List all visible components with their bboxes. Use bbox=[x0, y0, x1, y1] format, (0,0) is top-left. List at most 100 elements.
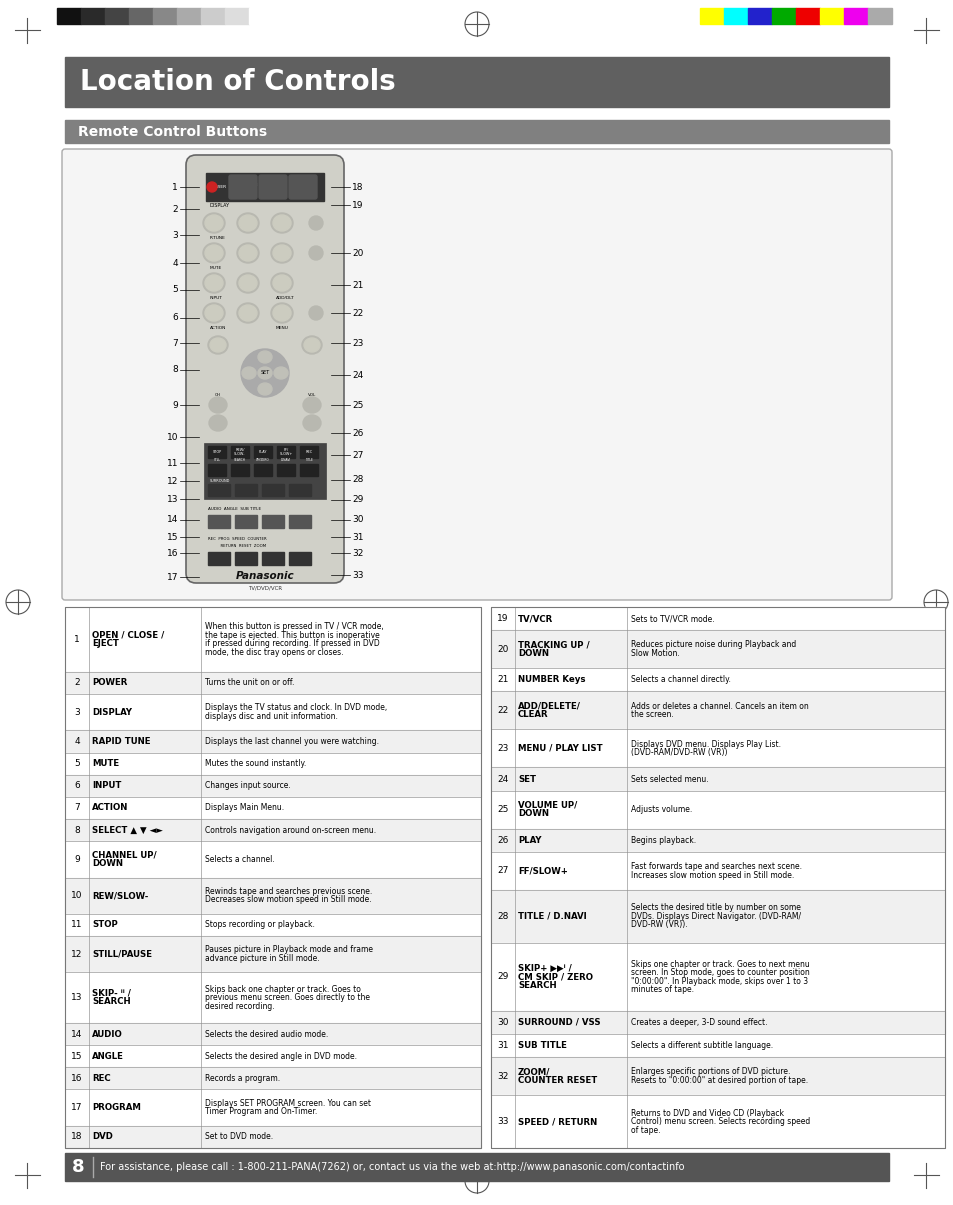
Text: 10: 10 bbox=[71, 892, 83, 900]
Ellipse shape bbox=[302, 336, 322, 354]
Text: REW/SLOW-: REW/SLOW- bbox=[91, 892, 149, 900]
Text: 33: 33 bbox=[497, 1117, 508, 1125]
Text: DVD-RW (VR)).: DVD-RW (VR)). bbox=[630, 921, 687, 929]
Text: SEARCH: SEARCH bbox=[91, 998, 131, 1006]
Text: SET: SET bbox=[260, 370, 270, 376]
Text: AUDIO  ANGLE  SUB TITLE: AUDIO ANGLE SUB TITLE bbox=[208, 507, 261, 511]
Text: Decreases slow motion speed in Still mode.: Decreases slow motion speed in Still mod… bbox=[205, 895, 372, 905]
Bar bbox=[491, 852, 944, 890]
Text: Displays SET PROGRAM screen. You can set: Displays SET PROGRAM screen. You can set bbox=[205, 1099, 371, 1107]
Ellipse shape bbox=[257, 368, 272, 380]
Text: Location of Controls: Location of Controls bbox=[80, 67, 395, 96]
Text: Set to DVD mode.: Set to DVD mode. bbox=[205, 1133, 273, 1141]
Bar bbox=[491, 729, 944, 768]
Bar bbox=[771, 8, 795, 24]
Bar bbox=[262, 484, 284, 496]
Text: Selects a channel.: Selects a channel. bbox=[205, 854, 274, 864]
Text: Displays Main Menu.: Displays Main Menu. bbox=[205, 804, 284, 812]
Text: 18: 18 bbox=[71, 1133, 83, 1141]
Text: MUTE: MUTE bbox=[210, 266, 222, 270]
Text: Rewinds tape and searches previous scene.: Rewinds tape and searches previous scene… bbox=[205, 887, 372, 897]
Ellipse shape bbox=[239, 275, 256, 290]
Bar bbox=[700, 8, 723, 24]
Text: the tape is ejected. This button is inoperative: the tape is ejected. This button is inop… bbox=[205, 630, 379, 640]
Text: PLAY: PLAY bbox=[258, 449, 267, 454]
Text: CM SKIP / ZERO: CM SKIP / ZERO bbox=[517, 972, 593, 981]
Text: TV/VCR: TV/VCR bbox=[517, 615, 553, 623]
Bar bbox=[57, 8, 81, 24]
Text: 10: 10 bbox=[167, 433, 178, 441]
Text: CM/ZERO: CM/ZERO bbox=[256, 458, 270, 462]
Text: MUTE: MUTE bbox=[91, 759, 119, 768]
Ellipse shape bbox=[271, 213, 293, 233]
Text: 21: 21 bbox=[497, 675, 508, 684]
Text: DVD: DVD bbox=[306, 186, 315, 189]
Text: 20: 20 bbox=[352, 248, 363, 258]
Text: 31: 31 bbox=[497, 1041, 508, 1050]
Text: 28: 28 bbox=[352, 476, 363, 484]
Bar bbox=[843, 8, 867, 24]
Text: SEARCH: SEARCH bbox=[517, 981, 556, 989]
Bar bbox=[65, 819, 480, 841]
Bar bbox=[129, 8, 152, 24]
Bar bbox=[65, 841, 480, 877]
Bar bbox=[65, 694, 480, 730]
Text: Displays the TV status and clock. In DVD mode,: Displays the TV status and clock. In DVD… bbox=[205, 704, 387, 712]
Ellipse shape bbox=[236, 213, 258, 233]
Bar bbox=[201, 8, 225, 24]
Text: Selects a different subtitle language.: Selects a different subtitle language. bbox=[630, 1041, 772, 1050]
Text: 20: 20 bbox=[497, 645, 508, 653]
Text: Changes input source.: Changes input source. bbox=[205, 781, 291, 790]
Text: ZOOM/: ZOOM/ bbox=[517, 1068, 550, 1076]
Text: TV/VCR: TV/VCR bbox=[271, 186, 287, 189]
Bar bbox=[491, 630, 944, 669]
Ellipse shape bbox=[303, 415, 320, 431]
Bar bbox=[491, 607, 944, 630]
Bar bbox=[276, 464, 294, 476]
Bar bbox=[65, 753, 480, 775]
Text: EJECT: EJECT bbox=[91, 639, 119, 648]
Text: displays disc and unit information.: displays disc and unit information. bbox=[205, 712, 337, 721]
Ellipse shape bbox=[205, 275, 223, 290]
FancyBboxPatch shape bbox=[289, 175, 316, 199]
Text: 14: 14 bbox=[71, 1029, 83, 1039]
Bar bbox=[820, 8, 843, 24]
FancyBboxPatch shape bbox=[186, 155, 344, 583]
Text: 4: 4 bbox=[172, 259, 178, 268]
Text: 23: 23 bbox=[352, 339, 363, 347]
Text: FF/SLOW+: FF/SLOW+ bbox=[517, 866, 567, 875]
Text: Adjusts volume.: Adjusts volume. bbox=[630, 805, 692, 815]
Text: Selects the desired audio mode.: Selects the desired audio mode. bbox=[205, 1029, 328, 1039]
Bar bbox=[65, 607, 480, 672]
Text: STLL: STLL bbox=[213, 458, 220, 462]
Text: PLAY: PLAY bbox=[517, 836, 541, 845]
Text: Skips back one chapter or track. Goes to: Skips back one chapter or track. Goes to bbox=[205, 984, 360, 994]
Text: 16: 16 bbox=[167, 548, 178, 558]
Ellipse shape bbox=[239, 305, 256, 321]
Ellipse shape bbox=[304, 337, 319, 352]
Ellipse shape bbox=[208, 336, 228, 354]
Text: CHANNEL UP/: CHANNEL UP/ bbox=[91, 851, 156, 859]
Bar bbox=[491, 1034, 944, 1057]
Bar bbox=[253, 446, 272, 458]
Text: 31: 31 bbox=[352, 533, 363, 541]
Text: 6: 6 bbox=[74, 781, 80, 790]
Text: 27: 27 bbox=[497, 866, 508, 875]
Bar bbox=[225, 8, 249, 24]
Text: 13: 13 bbox=[71, 993, 83, 1003]
Bar bbox=[723, 8, 747, 24]
Text: 24: 24 bbox=[497, 775, 508, 783]
Text: SURROUND / VSS: SURROUND / VSS bbox=[517, 1018, 600, 1027]
Text: When this button is pressed in TV / VCR mode,: When this button is pressed in TV / VCR … bbox=[205, 622, 383, 631]
Text: PROGRAM: PROGRAM bbox=[91, 1103, 141, 1112]
Text: 19: 19 bbox=[352, 200, 363, 210]
Text: DVDs. Displays Direct Navigator. (DVD-RAM/: DVDs. Displays Direct Navigator. (DVD-RA… bbox=[630, 912, 801, 921]
Text: 29: 29 bbox=[497, 972, 508, 981]
Text: 2: 2 bbox=[74, 678, 80, 687]
Bar bbox=[65, 672, 480, 694]
Text: 16: 16 bbox=[71, 1074, 83, 1083]
Text: 21: 21 bbox=[352, 281, 363, 289]
Text: Skips one chapter or track. Goes to next menu: Skips one chapter or track. Goes to next… bbox=[630, 959, 809, 969]
Text: 9: 9 bbox=[172, 400, 178, 410]
Text: Increases slow motion speed in Still mode.: Increases slow motion speed in Still mod… bbox=[630, 871, 794, 880]
